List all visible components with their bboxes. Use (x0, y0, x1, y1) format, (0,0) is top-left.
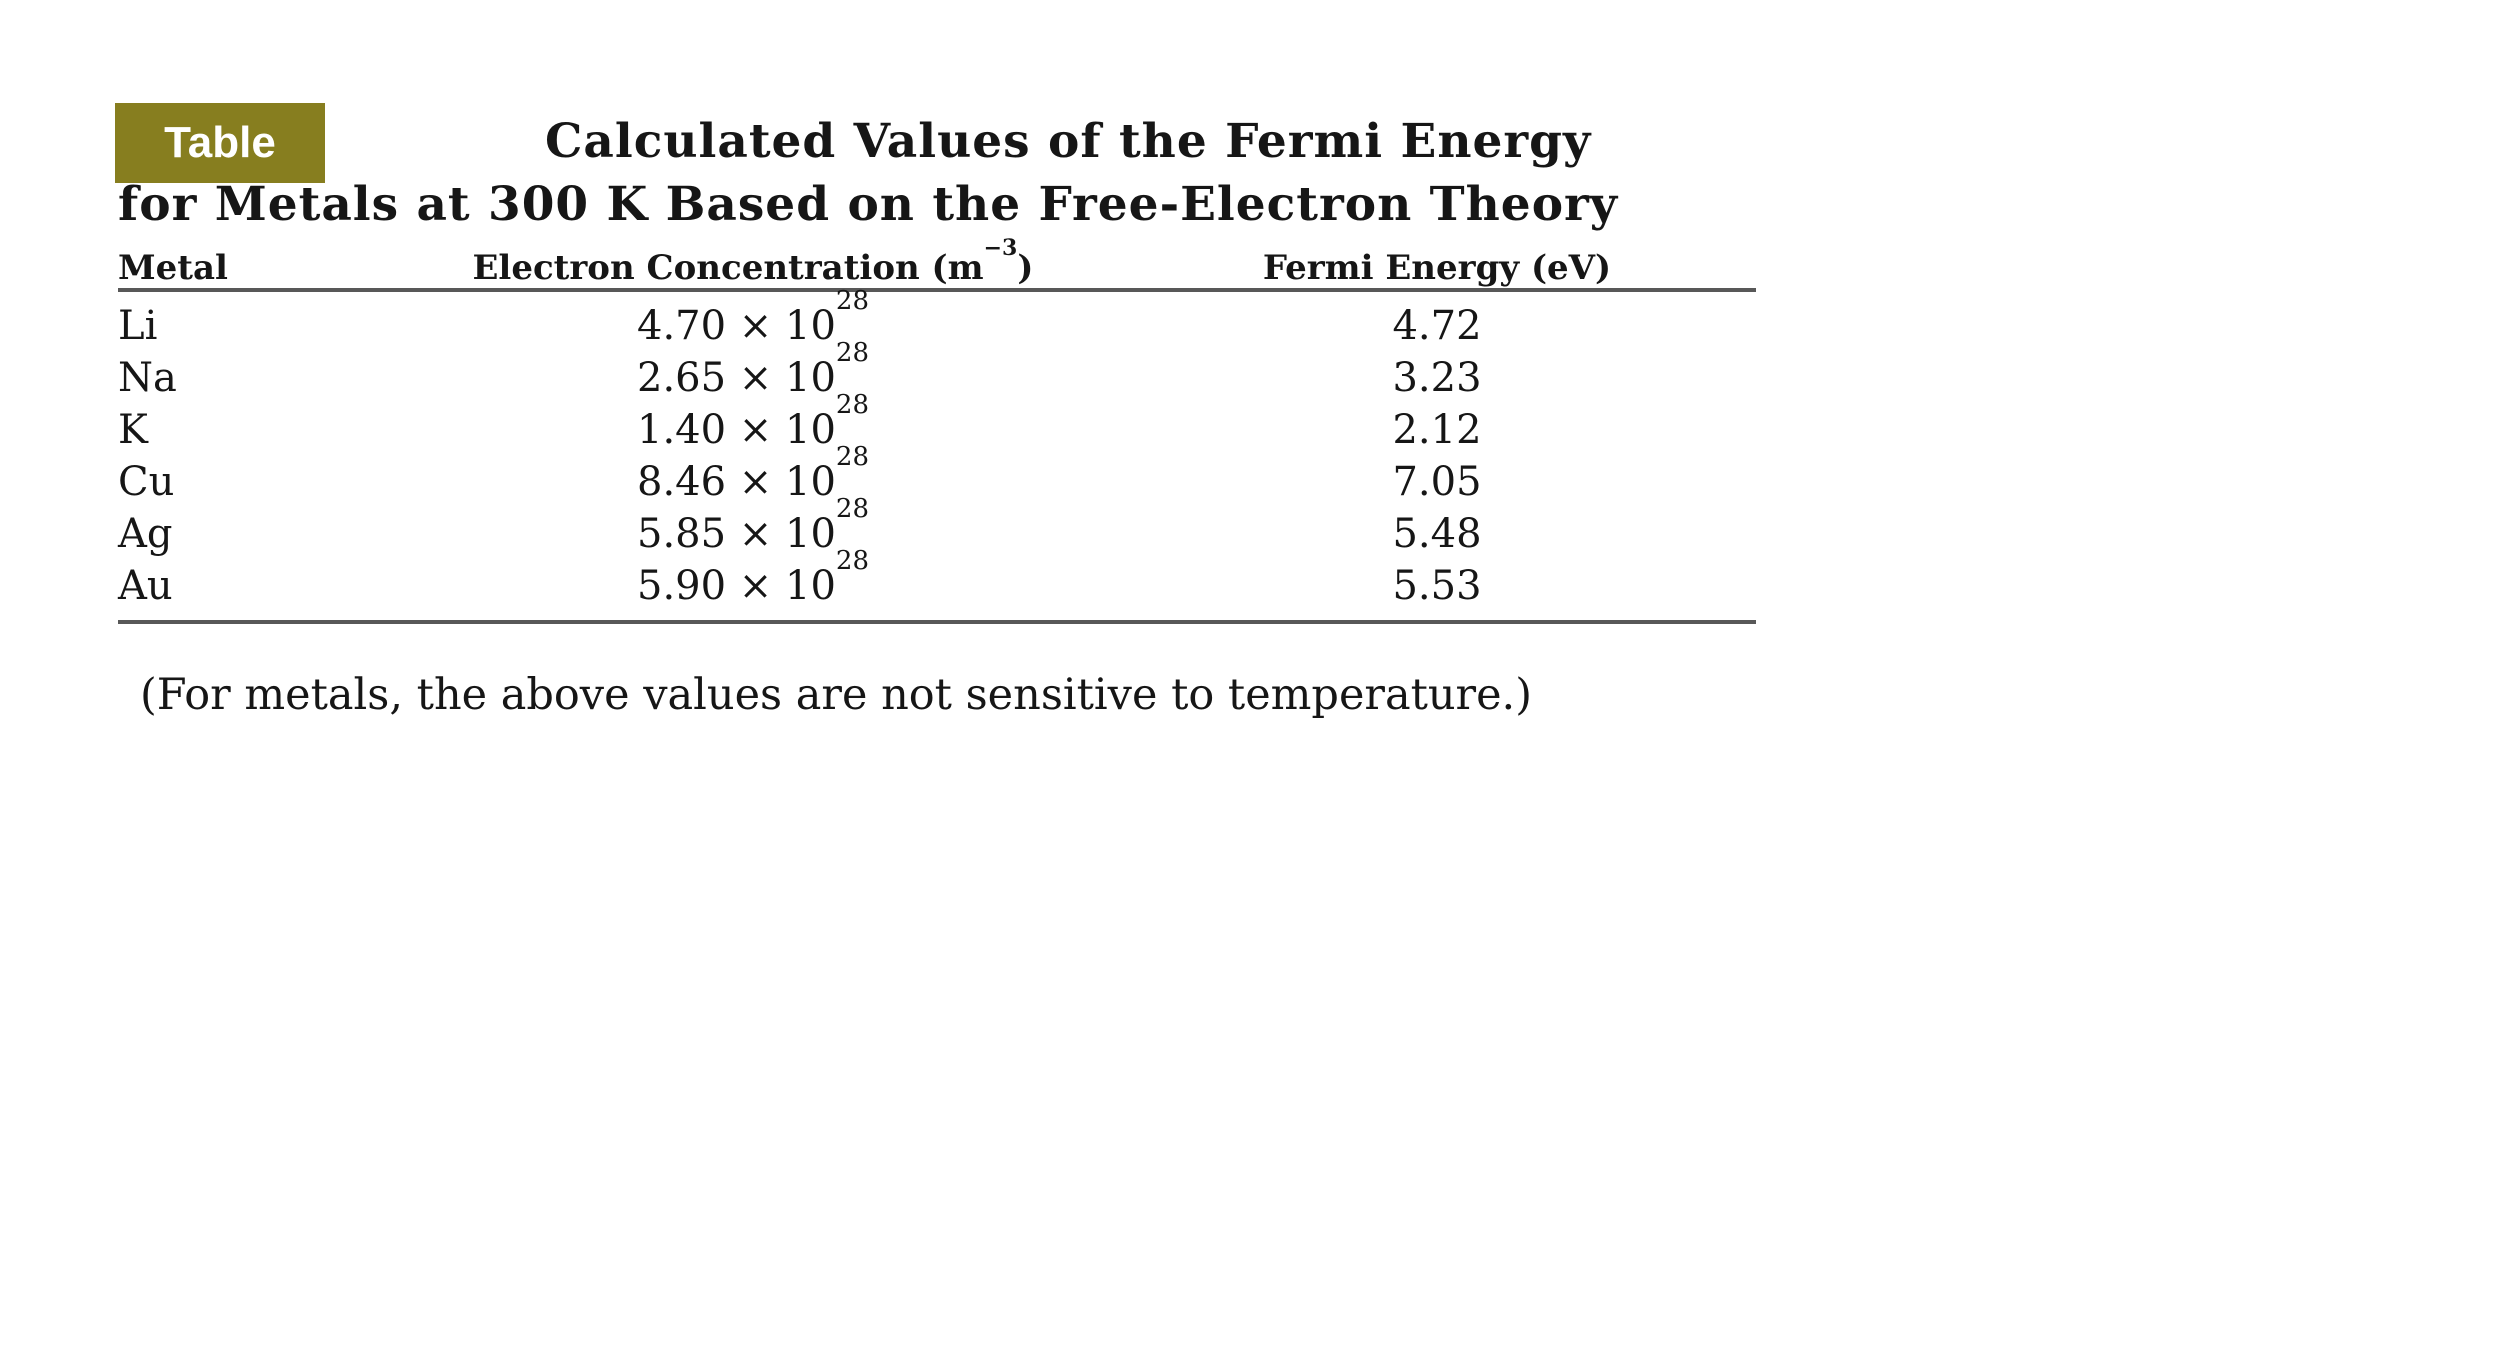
fermi-energy-cell: 3.23 (1392, 355, 1482, 401)
concentration-exponent: 28 (835, 441, 869, 472)
concentration-cell: 1.40 × 1028 (388, 392, 1118, 456)
metal-cell: K (118, 407, 148, 453)
concentration-cell: 5.85 × 1028 (388, 496, 1118, 560)
table-row: Li 4.70 × 1028 4.72 (118, 288, 1756, 352)
fermi-energy-cell: 2.12 (1392, 407, 1482, 453)
concentration-exponent: 28 (835, 337, 869, 368)
concentration-value: 2.65 × 10 (637, 355, 836, 401)
concentration-value: 5.90 × 10 (637, 563, 836, 609)
fermi-energy-cell: 7.05 (1392, 459, 1482, 505)
table-row: Cu 8.46 × 1028 7.05 (118, 444, 1756, 508)
table-row: Na 2.65 × 1028 3.23 (118, 340, 1756, 404)
table-row: Au 5.90 × 1028 5.53 (118, 548, 1756, 612)
concentration-cell: 2.65 × 1028 (388, 340, 1118, 404)
table-title-line2: for Metals at 300 K Based on the Free-El… (118, 177, 1619, 232)
concentration-cell: 8.46 × 1028 (388, 444, 1118, 508)
metal-cell: Li (118, 303, 158, 349)
fermi-energy-cell: 5.53 (1392, 563, 1482, 609)
header-rule (118, 288, 1756, 292)
concentration-exponent: 28 (835, 493, 869, 524)
fermi-energy-cell: 4.72 (1392, 303, 1482, 349)
column-header-fermi-energy: Fermi Energy (eV) (1262, 248, 1612, 288)
table-badge-label: Table (164, 118, 276, 167)
column-header-electron-concentration: Electron Concentration (m−3) (388, 237, 1118, 288)
fermi-energy-cell: 5.48 (1392, 511, 1482, 557)
table-header-row: Metal Electron Concentration (m−3) Fermi… (118, 237, 1756, 288)
concentration-value: 5.85 × 10 (637, 511, 836, 557)
table-title-line1: Calculated Values of the Fermi Energy (545, 114, 1592, 169)
metal-cell: Au (118, 563, 173, 609)
metal-cell: Ag (118, 511, 173, 557)
table-row: K 1.40 × 1028 2.12 (118, 392, 1756, 456)
table-badge: Table (115, 103, 325, 183)
concentration-value: 4.70 × 10 (637, 303, 836, 349)
metal-cell: Cu (118, 459, 175, 505)
concentration-header-exponent: −3 (983, 234, 1018, 261)
concentration-exponent: 28 (835, 285, 869, 316)
concentration-exponent: 28 (835, 389, 869, 420)
concentration-header-text: Electron Concentration (m (472, 248, 984, 288)
concentration-header-close: ) (1017, 248, 1034, 288)
concentration-cell: 5.90 × 1028 (388, 548, 1118, 612)
column-header-metal: Metal (118, 248, 228, 288)
concentration-value: 8.46 × 10 (637, 459, 836, 505)
table-row: Ag 5.85 × 1028 5.48 (118, 496, 1756, 560)
bottom-rule (118, 620, 1756, 624)
metal-cell: Na (118, 355, 177, 401)
concentration-cell: 4.70 × 1028 (388, 288, 1118, 352)
footnote: (For metals, the above values are not se… (140, 670, 1532, 720)
fermi-energy-table: Metal Electron Concentration (m−3) Fermi… (118, 237, 1756, 624)
concentration-exponent: 28 (835, 545, 869, 576)
concentration-value: 1.40 × 10 (637, 407, 836, 453)
table-body: Li 4.70 × 1028 4.72 Na 2.65 × 1028 3.23 … (118, 288, 1756, 620)
